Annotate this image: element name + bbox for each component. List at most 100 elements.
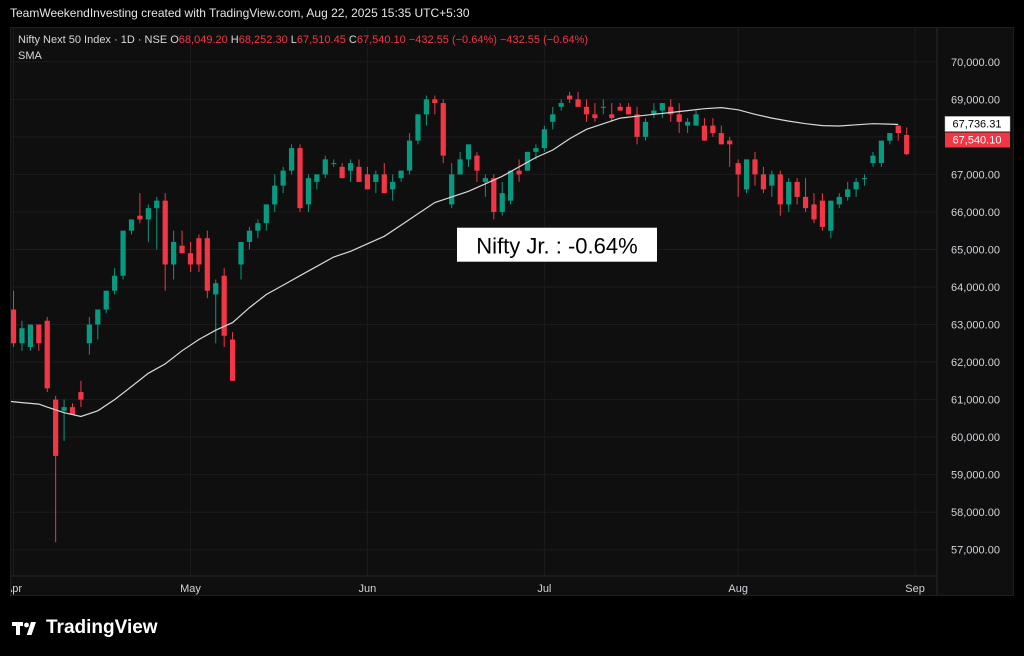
candle-up [288,148,295,171]
symbol-label: Nifty Next 50 Index · 1D · NSE [18,34,168,46]
candle-up [465,144,472,160]
chart-panel[interactable]: 57,000.00 58,000.00 59,000.00 60,000.00 61,0… [10,27,1014,596]
candlestick-chart[interactable]: 57,000.00 58,000.00 59,000.00 60,000.00 61,0… [11,28,1014,596]
candle-down [760,174,767,190]
candle-down [575,99,581,107]
candle-down [777,174,783,205]
attribution-bar: TeamWeekendInvesting created with Tradin… [0,0,1024,26]
candle-up [171,241,177,265]
x-tick-label: Jun [359,583,377,595]
low-label: L [290,34,297,46]
close-label: C [348,34,357,46]
candle-down [179,245,185,254]
candle-up [86,324,92,344]
candle-up [499,193,505,212]
candle-up [103,290,109,310]
annotation-text: Nifty Jr. : -0.64% [476,234,637,259]
indicator-label: SMA [18,50,42,62]
change-value-2: −432.55 (−0.64%) [499,34,589,46]
candle-up [373,174,379,182]
candle-up [508,170,514,201]
y-tick-label: 57,000.00 [951,545,1000,557]
x-tick-label: Apr [11,583,22,595]
candle-up [238,241,244,265]
change-value: −432.55 (−0.64%) [408,34,497,46]
chart-background [11,28,1013,595]
high-label: H [230,34,239,46]
candle-down [609,114,615,119]
candle-up [887,133,893,141]
candle-down [440,103,446,156]
candle-up [415,114,421,141]
ohlc-legend: Nifty Next 50 Index · 1D · NSE O68,049.2… [18,34,588,46]
candle-down [626,106,632,115]
candle-up [743,159,750,190]
candle-up [406,140,413,171]
footer-bar: TradingView [0,597,1024,656]
candle-down [516,170,522,175]
candle-down [53,399,59,456]
y-tick-label: 69,000.00 [951,94,1000,106]
candle-up [390,181,396,190]
candle-down [364,174,371,190]
candle-up [423,99,430,115]
candle-up [246,230,253,242]
x-tick-label: May [180,583,201,595]
candle-down [752,159,758,175]
low-value: 67,510.45 [296,34,346,46]
candle-down [811,204,817,220]
candle-up [255,223,261,231]
candle-up [659,103,665,111]
candle-down [710,125,716,134]
candle-down [567,95,573,100]
sma-price-label-bg [944,116,1011,132]
candle-up [213,283,219,295]
candle-down [718,133,724,145]
candle-down [381,174,387,194]
candle-up [263,204,269,224]
candle-down [229,339,236,381]
candle-down [701,125,708,141]
candle-up [786,181,792,205]
candle-up [600,106,606,108]
candle-down [802,196,809,209]
candle-up [27,324,33,348]
candle-up [331,163,337,165]
candle-down [904,135,910,155]
y-tick-label: 59,000.00 [951,470,1000,482]
y-tick-label: 58,000.00 [951,507,1000,519]
candle-up [878,140,885,164]
tradingview-logo: TradingView [12,617,158,639]
y-tick-label: 66,000.00 [951,207,1000,219]
candle-up [95,309,101,325]
candle-up [19,328,25,344]
candle-down [727,140,733,145]
candle-up [398,170,404,179]
close-price-label-bg [945,132,1010,148]
candle-up [305,178,312,205]
y-tick-label: 64,000.00 [951,282,1000,294]
y-tick-label: 63,000.00 [951,320,1000,332]
candle-up [154,200,160,209]
x-tick-label: Sep [905,583,925,595]
candle-down [297,148,303,209]
candle-up [457,159,463,175]
candle-down [735,163,741,175]
candle-up [651,110,657,115]
candle-up [828,200,834,231]
candle-down [221,275,227,336]
y-tick-label: 65,000.00 [951,244,1000,256]
y-tick-label: 62,000.00 [951,357,1000,369]
candle-down [69,407,76,415]
candle-down [617,106,623,111]
x-tick-label: Aug [728,583,748,595]
candle-down [204,238,210,291]
candle-down [36,324,42,344]
candle-up [870,155,876,164]
candle-down [187,253,194,265]
open-value: 68,049.20 [178,34,228,46]
candle-down [583,106,590,115]
candle-up [272,185,278,205]
candle-down [78,392,84,400]
candle-up [684,121,691,126]
